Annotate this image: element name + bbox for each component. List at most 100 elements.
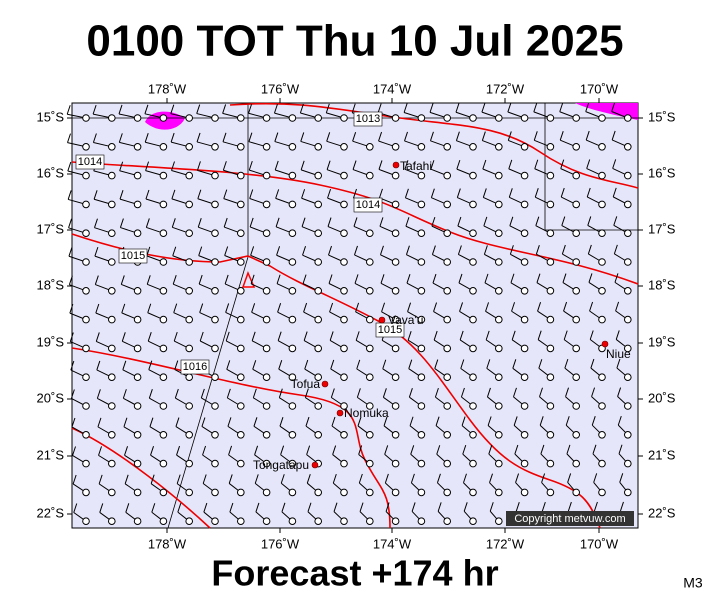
- barb-feather: [619, 473, 624, 483]
- barb-station: [520, 402, 529, 410]
- barb-feather: [150, 474, 155, 484]
- barb-feather: [68, 218, 73, 228]
- barb-feather: [171, 189, 176, 200]
- barb-feather: [430, 188, 435, 198]
- wind-barb: [591, 387, 606, 410]
- wind-barb: [437, 502, 452, 526]
- barb-station: [314, 200, 323, 209]
- barb-station: [262, 287, 271, 295]
- copyright-box: [506, 511, 634, 526]
- barb-station: [237, 114, 245, 122]
- wind-barb: [250, 274, 271, 295]
- barb-station: [288, 171, 297, 180]
- wind-barb: [300, 160, 323, 180]
- barb-feather: [615, 330, 620, 340]
- barb-station: [185, 373, 193, 382]
- barb-station: [598, 459, 606, 468]
- wind-barb: [254, 474, 271, 497]
- barb-station: [288, 258, 297, 266]
- barb-station: [108, 287, 116, 295]
- barb-station: [624, 488, 632, 497]
- wind-barb: [434, 359, 452, 382]
- wind-barb: [383, 416, 400, 439]
- barb-feather: [617, 415, 622, 426]
- barb-feather: [379, 217, 384, 227]
- barb-station: [443, 200, 452, 209]
- barb-station: [133, 143, 142, 151]
- wind-barb: [174, 388, 193, 410]
- barb-feather: [227, 417, 232, 427]
- barb-station: [546, 287, 555, 295]
- barb-station: [314, 287, 323, 295]
- barb-station: [185, 229, 193, 237]
- barb-station: [82, 517, 90, 526]
- wind-barb: [326, 132, 348, 151]
- barb-station: [211, 459, 219, 468]
- barb-station: [262, 229, 271, 237]
- barb-station: [82, 402, 90, 410]
- isobar: [229, 102, 639, 189]
- barb-feather: [488, 444, 493, 455]
- place-marker: [321, 380, 329, 388]
- barb-station: [366, 229, 374, 237]
- barb-feather: [123, 417, 128, 427]
- wind-barb: [95, 303, 116, 324]
- barb-station: [443, 488, 452, 497]
- barb-station: [572, 315, 581, 324]
- barb-station: [159, 459, 168, 468]
- wind-barb: [333, 502, 348, 526]
- barb-station: [417, 488, 426, 497]
- place-label: Tofua: [291, 377, 321, 391]
- barb-feather: [433, 330, 438, 341]
- barb-feather: [176, 474, 181, 484]
- barb-station: [314, 229, 323, 237]
- barb-feather: [69, 332, 74, 342]
- barb-station: [133, 171, 142, 180]
- barb-station: [108, 517, 116, 526]
- barb-feather: [93, 190, 98, 200]
- wind-barb: [196, 104, 219, 122]
- barb-station: [211, 200, 219, 209]
- barb-feather: [591, 416, 596, 426]
- wind-barb: [404, 160, 426, 180]
- place-label: Tongatapu: [253, 458, 309, 472]
- lat-label: 16˚S: [37, 165, 65, 180]
- wind-barb: [72, 446, 90, 468]
- barb-station: [469, 517, 477, 526]
- lat-label: 18˚S: [648, 277, 676, 292]
- wind-barb: [172, 246, 193, 266]
- barb-feather: [460, 359, 465, 369]
- barb-feather: [274, 160, 279, 171]
- barb-station: [366, 287, 374, 295]
- wind-barb: [615, 330, 632, 353]
- barb-station: [288, 114, 297, 122]
- barb-station: [469, 402, 477, 410]
- wind-barb: [301, 217, 323, 237]
- isobar-label: 1013: [356, 113, 380, 125]
- wind-barb: [567, 473, 581, 497]
- wind-barb: [539, 387, 555, 410]
- barb-feather: [326, 160, 331, 170]
- barb-station: [133, 459, 142, 468]
- barb-feather: [171, 218, 176, 228]
- barb-station: [340, 459, 348, 468]
- barb-station: [546, 258, 555, 266]
- barb-station: [495, 431, 503, 439]
- barb-station: [624, 431, 632, 439]
- wind-barb: [535, 216, 555, 237]
- barb-feather: [151, 503, 156, 513]
- barb-feather: [485, 302, 490, 312]
- barb-feather: [509, 216, 514, 226]
- barb-station: [624, 344, 632, 353]
- barb-feather: [96, 360, 101, 371]
- barb-station: [211, 488, 219, 497]
- barb-feather: [146, 275, 151, 285]
- barb-station: [391, 229, 400, 237]
- wind-barb: [457, 216, 477, 237]
- barb-station: [237, 315, 245, 324]
- barb-feather: [384, 445, 389, 455]
- barb-feather: [197, 218, 202, 228]
- boundary-line: [167, 256, 249, 529]
- barb-station: [495, 200, 503, 209]
- copyright: Copyright metvuw.com: [514, 513, 625, 525]
